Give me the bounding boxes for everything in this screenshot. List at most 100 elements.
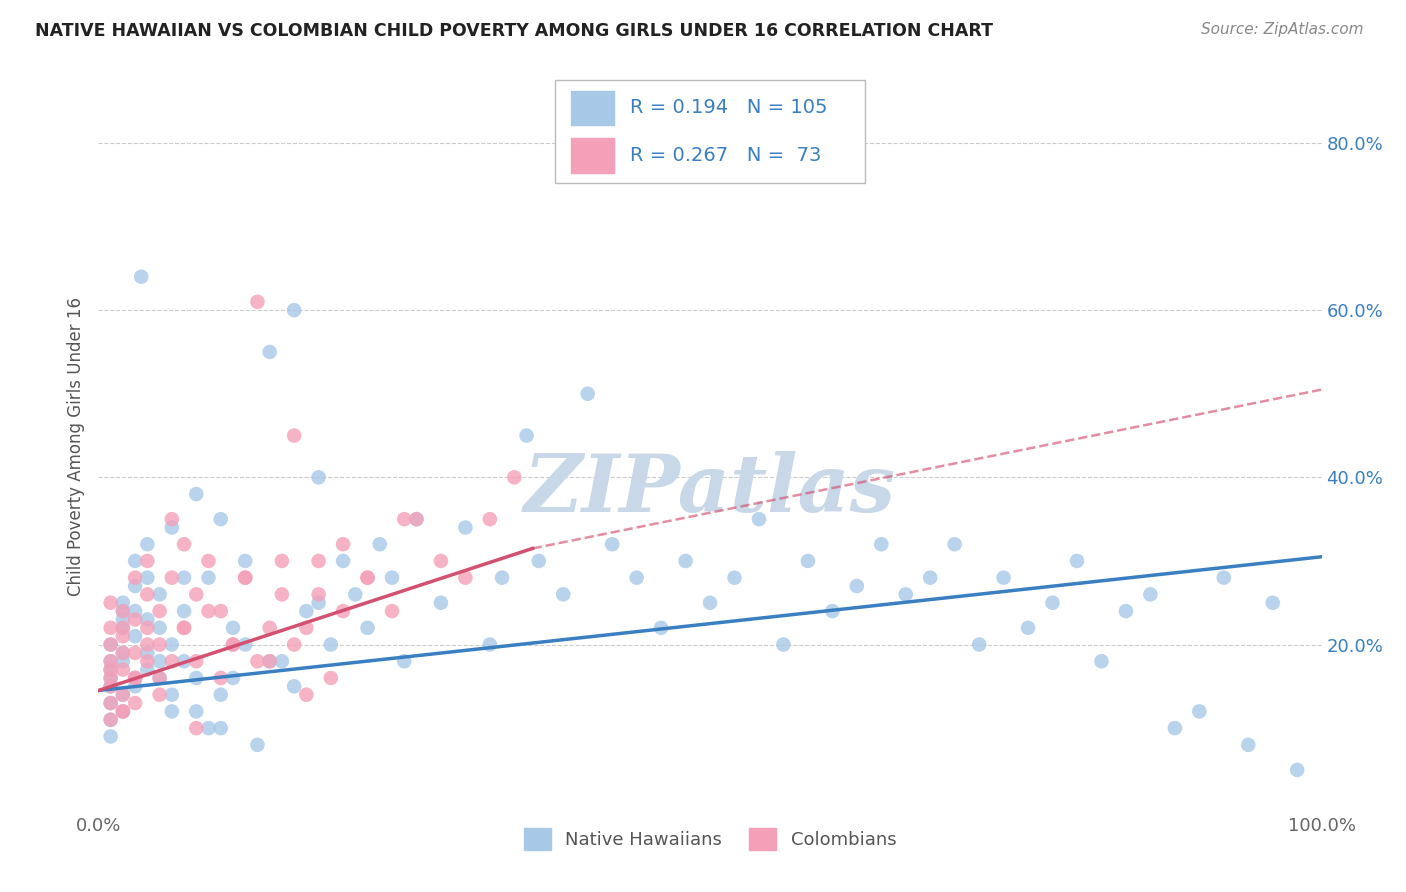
Point — [772, 638, 794, 652]
Point — [124, 696, 146, 710]
Point — [270, 554, 294, 568]
Point — [699, 596, 721, 610]
Point — [136, 612, 159, 626]
Point — [1115, 604, 1137, 618]
Point — [1164, 721, 1187, 735]
Point — [160, 520, 183, 534]
Point — [136, 654, 159, 668]
Point — [136, 621, 159, 635]
Point — [430, 554, 453, 568]
Text: Source: ZipAtlas.com: Source: ZipAtlas.com — [1201, 22, 1364, 37]
Point — [650, 621, 672, 635]
Point — [222, 638, 245, 652]
Point — [368, 537, 391, 551]
Point — [626, 571, 648, 585]
Point — [173, 571, 195, 585]
Point — [723, 571, 745, 585]
Point — [111, 612, 134, 626]
Point — [124, 579, 146, 593]
Point — [136, 638, 159, 652]
Point — [283, 679, 305, 693]
Point — [405, 512, 427, 526]
Point — [149, 587, 172, 601]
Point — [283, 303, 305, 318]
Point — [894, 587, 917, 601]
Point — [209, 688, 232, 702]
Point — [100, 654, 122, 668]
Point — [100, 671, 122, 685]
Point — [124, 554, 146, 568]
Point — [100, 671, 122, 685]
Point — [149, 654, 172, 668]
Point — [295, 621, 318, 635]
Point — [160, 638, 183, 652]
Point — [173, 537, 195, 551]
Point — [100, 713, 122, 727]
Point — [405, 512, 427, 526]
Point — [283, 638, 305, 652]
Point — [233, 638, 256, 652]
Y-axis label: Child Poverty Among Girls Under 16: Child Poverty Among Girls Under 16 — [66, 296, 84, 596]
Point — [197, 571, 219, 585]
Point — [920, 571, 942, 585]
Point — [259, 345, 281, 359]
Point — [1212, 571, 1234, 585]
Point — [381, 571, 404, 585]
Point — [197, 604, 219, 618]
Point — [100, 596, 122, 610]
Point — [111, 688, 134, 702]
FancyBboxPatch shape — [555, 80, 865, 183]
Point — [111, 629, 134, 643]
Point — [1066, 554, 1088, 568]
Point — [1237, 738, 1260, 752]
Point — [111, 604, 134, 618]
Point — [124, 671, 146, 685]
Point — [124, 571, 146, 585]
Point — [478, 638, 501, 652]
Point — [136, 571, 159, 585]
Point — [576, 386, 599, 401]
Point — [870, 537, 893, 551]
Point — [149, 604, 172, 618]
Point — [1017, 621, 1039, 635]
Point — [392, 654, 416, 668]
Point — [149, 671, 172, 685]
Point — [233, 554, 256, 568]
Point — [136, 537, 159, 551]
Point — [283, 428, 305, 442]
Text: R = 0.194   N = 105: R = 0.194 N = 105 — [630, 98, 827, 118]
Point — [111, 646, 134, 660]
Point — [1286, 763, 1309, 777]
Point — [136, 587, 159, 601]
Point — [100, 713, 122, 727]
Point — [160, 688, 183, 702]
Text: ZIPatlas: ZIPatlas — [524, 451, 896, 529]
Point — [1139, 587, 1161, 601]
Point — [209, 604, 232, 618]
Point — [1261, 596, 1284, 610]
Bar — [571, 137, 614, 173]
Point — [173, 604, 195, 618]
Point — [515, 428, 537, 442]
Point — [246, 654, 269, 668]
Point — [111, 604, 134, 618]
Point — [160, 654, 183, 668]
Point — [160, 571, 183, 585]
Point — [356, 571, 378, 585]
Point — [332, 604, 354, 618]
Point — [149, 638, 172, 652]
Point — [295, 688, 318, 702]
Point — [259, 621, 281, 635]
Point — [136, 646, 159, 660]
Point — [160, 705, 183, 719]
Point — [124, 612, 146, 626]
Point — [111, 663, 134, 677]
Point — [186, 705, 208, 719]
Point — [100, 663, 122, 677]
Point — [111, 654, 134, 668]
Point — [430, 596, 453, 610]
Point — [270, 654, 294, 668]
Point — [149, 621, 172, 635]
Point — [993, 571, 1015, 585]
Point — [222, 638, 245, 652]
